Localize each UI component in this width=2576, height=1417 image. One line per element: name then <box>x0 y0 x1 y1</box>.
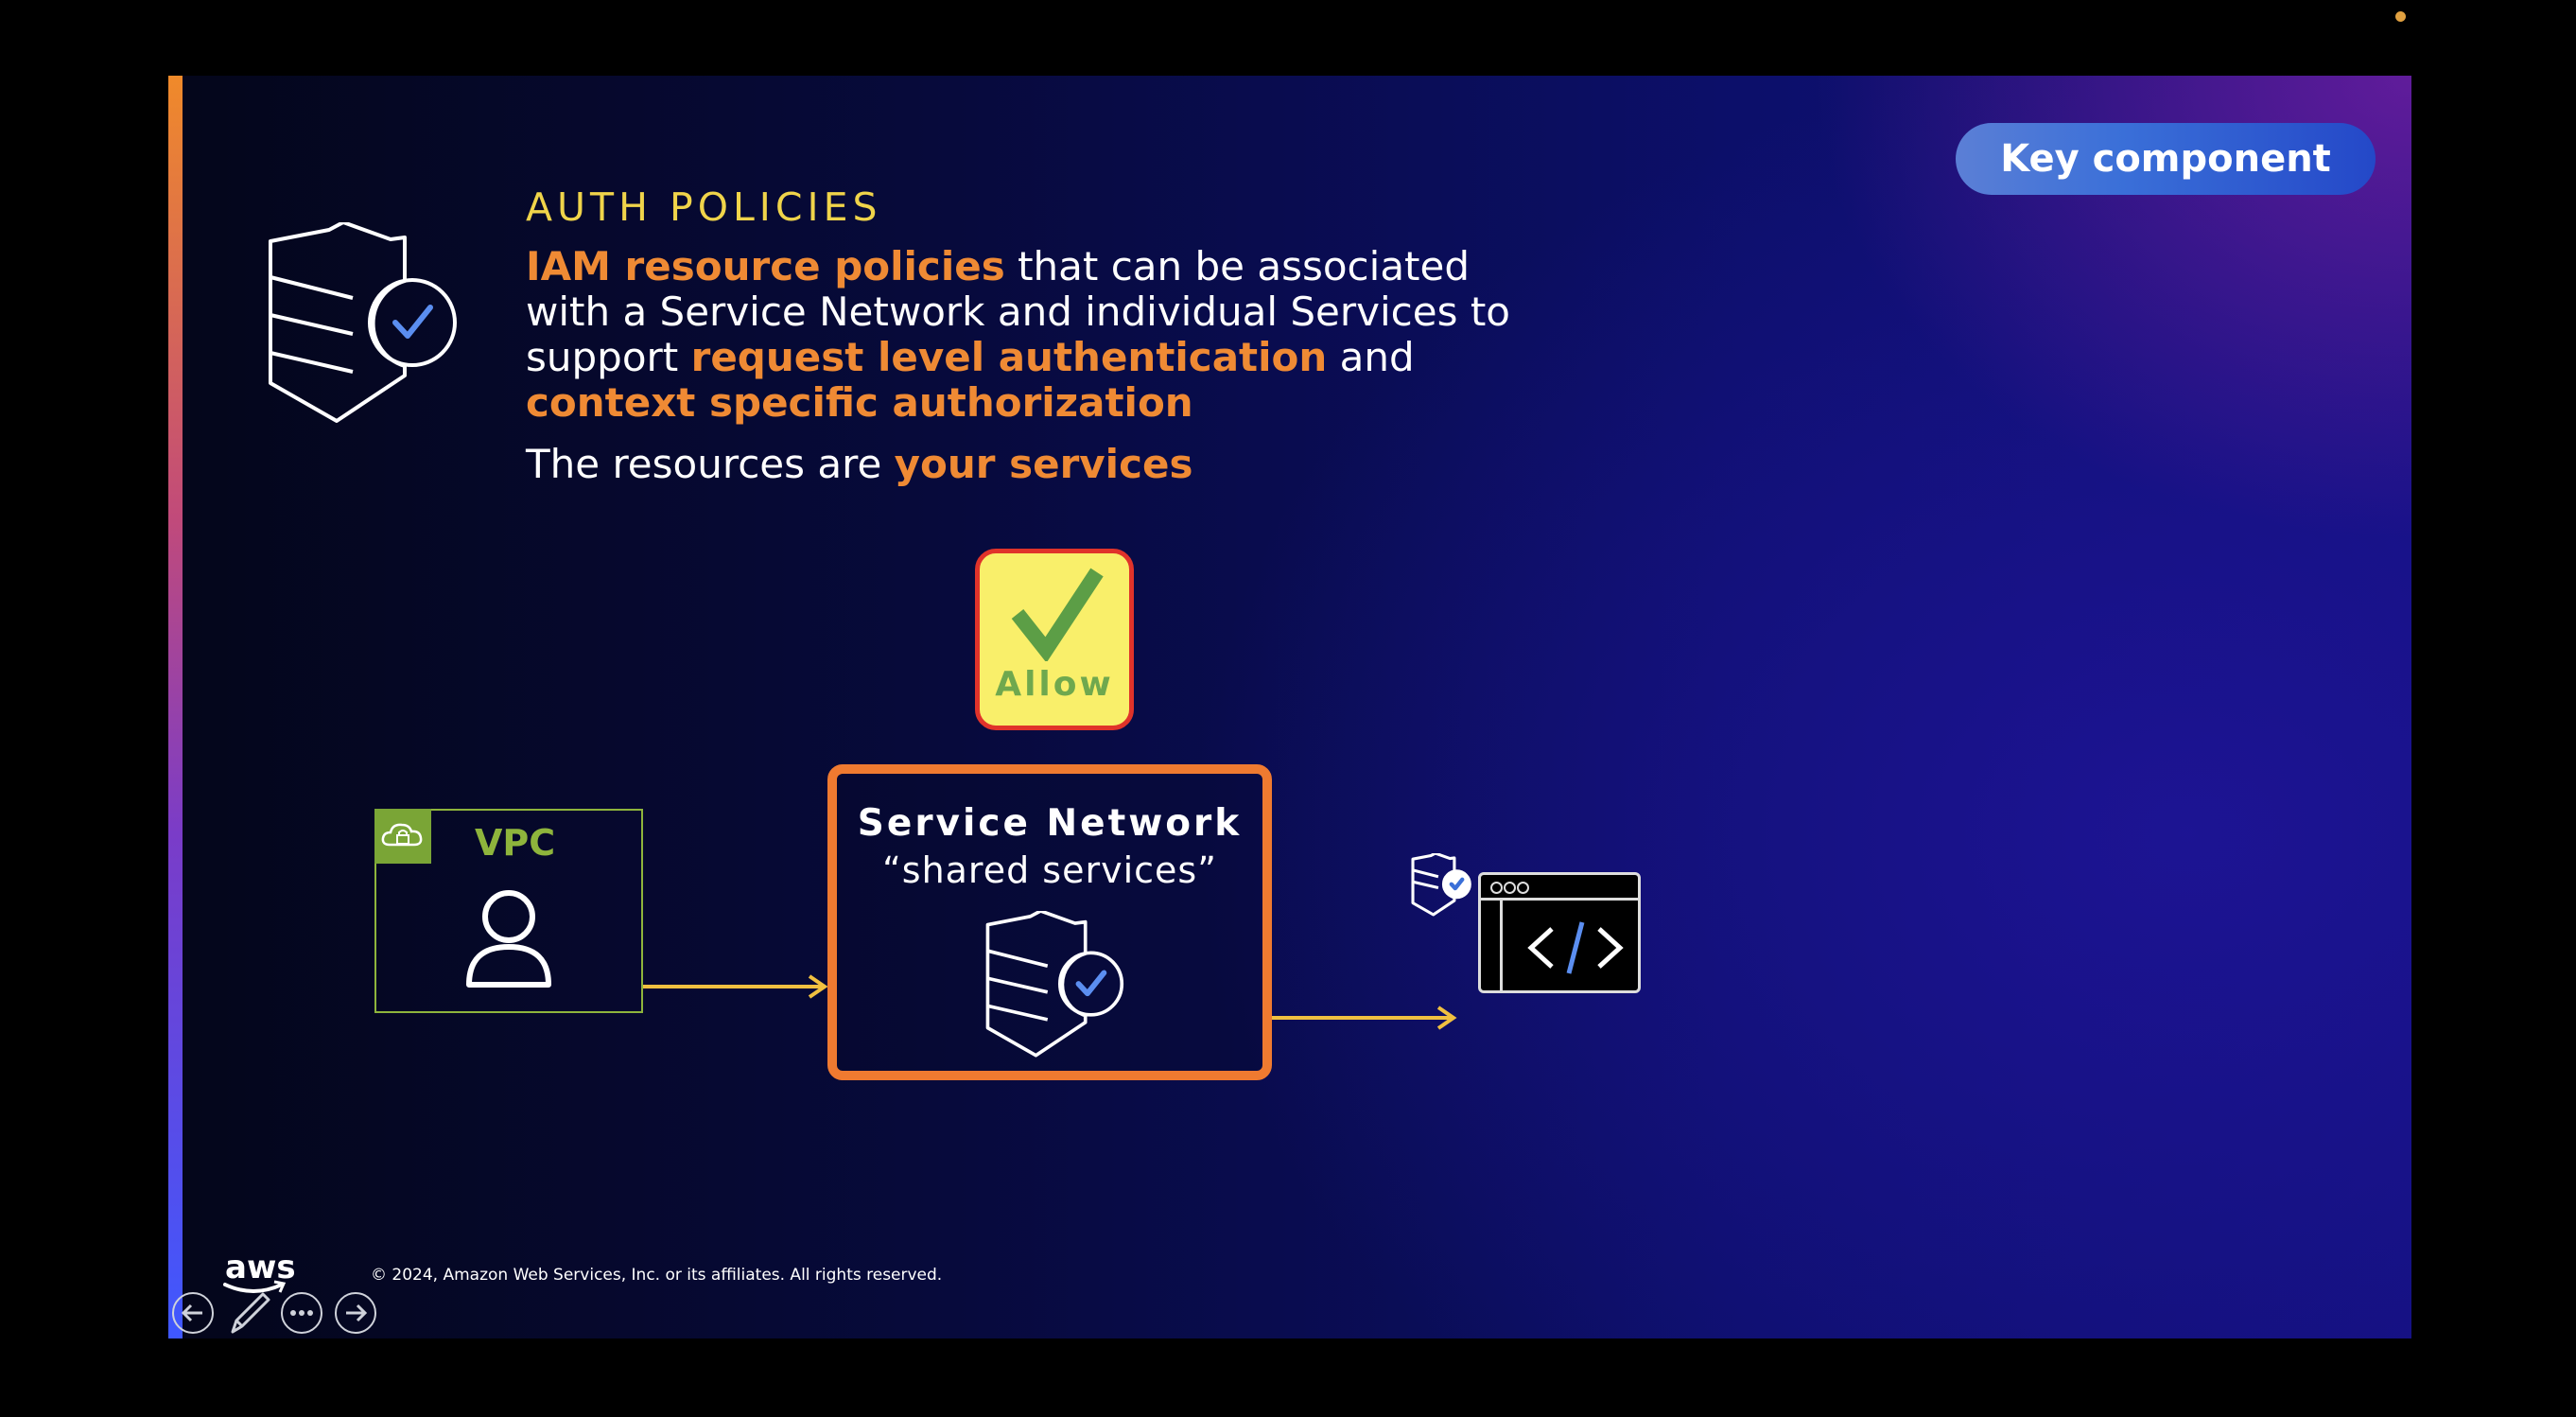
section-title: AUTH POLICIES <box>526 184 882 230</box>
arrow-service-network-to-service <box>1272 1006 1457 1030</box>
next-slide-button[interactable] <box>335 1292 376 1334</box>
presentation-slide: Key component AUTH POLICIES IAM resource… <box>168 76 2411 1338</box>
previous-slide-button[interactable] <box>172 1292 214 1334</box>
window-dot-3 <box>1517 882 1529 894</box>
copyright-notice: © 2024, Amazon Web Services, Inc. or its… <box>371 1266 943 1285</box>
highlight-iam-resource-policies: IAM resource policies <box>526 243 1005 289</box>
service-code-window-icon <box>1478 872 1641 993</box>
aws-logo: aws <box>225 1249 296 1286</box>
window-side-divider <box>1500 901 1503 990</box>
resources-statement: The resources are your services <box>526 441 1192 487</box>
slide-accent-bar <box>168 76 183 1338</box>
arrow-left-icon <box>181 1303 202 1322</box>
vpc-label: VPC <box>475 822 556 864</box>
allow-decision-box: Allow <box>975 549 1134 730</box>
resources-prefix: The resources are <box>526 441 895 487</box>
vpc-cloud-lock-icon <box>374 809 431 864</box>
arrow-vpc-to-service-network <box>643 974 828 999</box>
vpc-box: VPC <box>374 809 643 1013</box>
arrow-right-icon <box>346 1303 368 1322</box>
window-dot-1 <box>1490 882 1503 894</box>
description-text-2: and <box>1327 334 1415 380</box>
policy-description: IAM resource policies that can be associ… <box>526 244 1566 426</box>
service-auth-shield-icon <box>1411 853 1471 917</box>
allow-label: Allow <box>995 665 1114 704</box>
service-network-subtitle: “shared services” <box>882 849 1217 891</box>
service-network-title: Service Network <box>857 802 1243 845</box>
highlight-request-level-authentication: request level authentication <box>690 334 1328 380</box>
user-icon <box>466 890 551 988</box>
highlight-context-specific-authorization: context specific authorization <box>526 379 1193 426</box>
resources-highlight: your services <box>894 441 1193 487</box>
description-text-1: that can be associated with a Service Ne… <box>526 243 1510 380</box>
checkmark-icon <box>1011 568 1104 661</box>
window-dot-2 <box>1504 882 1516 894</box>
recording-indicator-dot <box>2395 11 2406 22</box>
aws-smile-logo-icon <box>223 1280 287 1293</box>
code-brackets-icon <box>1527 921 1624 974</box>
service-network-box: Service Network “shared services” <box>827 764 1272 1080</box>
more-options-button[interactable] <box>281 1292 322 1334</box>
service-network-shield-icon <box>985 911 1124 1058</box>
pen-icon <box>231 1292 270 1334</box>
ellipsis-icon <box>290 1310 313 1316</box>
annotate-pen-button[interactable] <box>225 1288 272 1336</box>
key-component-badge: Key component <box>1956 123 2376 195</box>
shield-check-icon <box>269 222 457 423</box>
window-title-bar-divider <box>1481 898 1638 901</box>
